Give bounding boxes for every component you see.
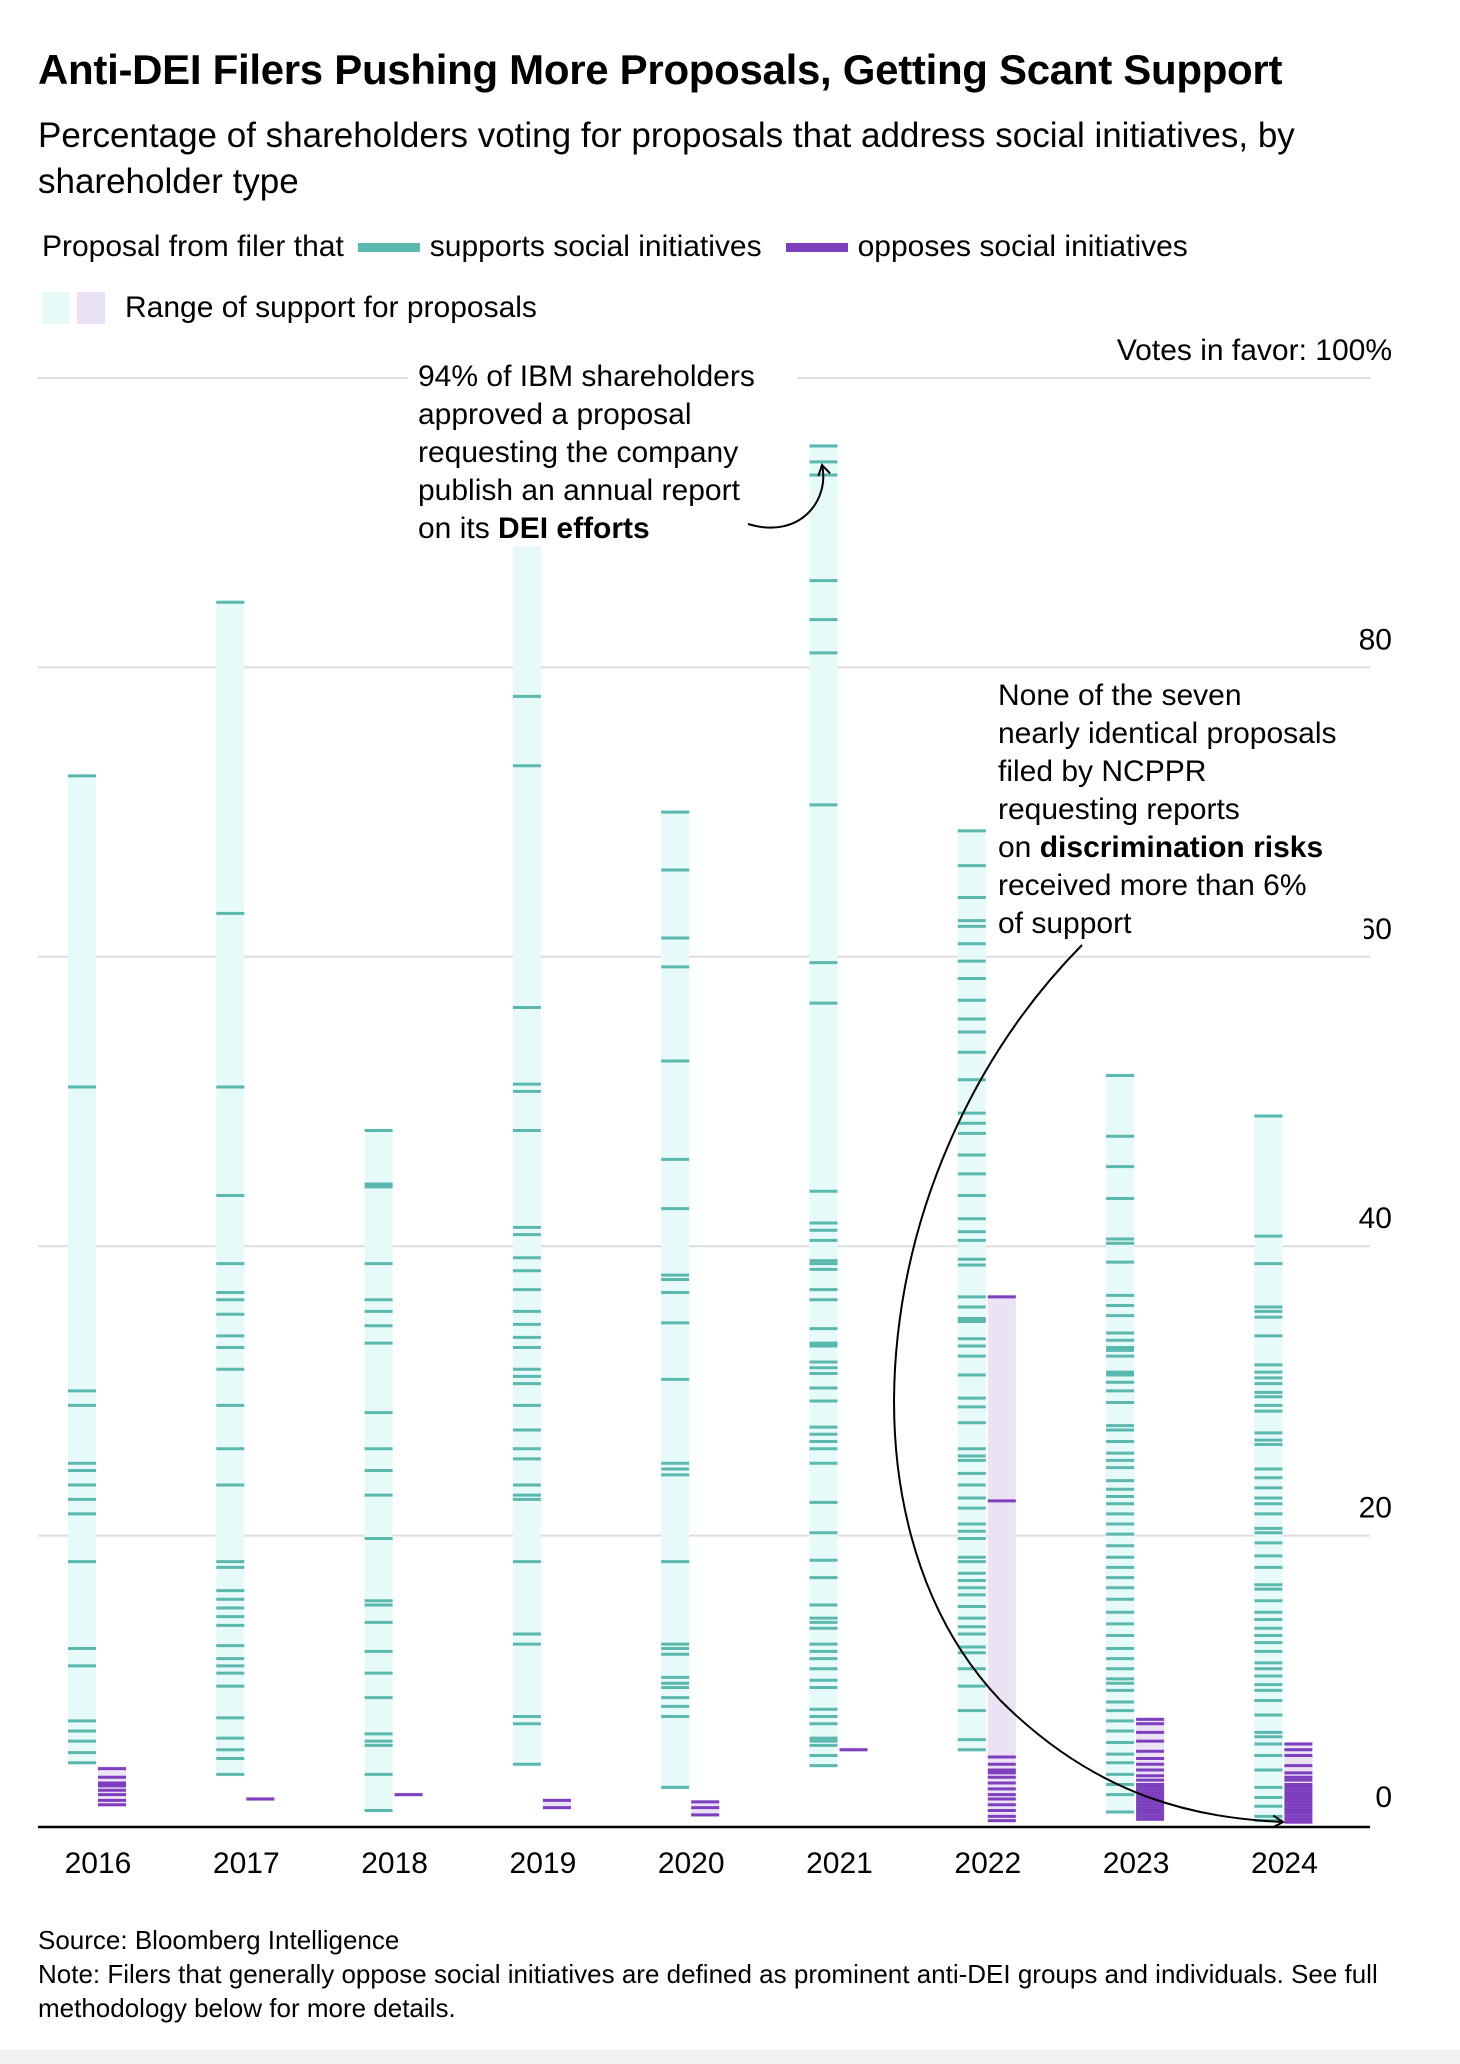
- source-note: Source: Bloomberg Intelligence: [38, 1925, 400, 1955]
- methodology-note: Note: Filers that generally oppose socia…: [38, 1959, 1378, 2023]
- legend-range-opposes-swatch: [77, 292, 105, 324]
- y-tick-label: 80: [1359, 623, 1392, 656]
- ibm-annotation-line: requesting the company: [418, 436, 738, 469]
- ibm-annotation-line: on its DEI efforts: [418, 512, 650, 545]
- chart-subtitle: Percentage of shareholders voting for pr…: [38, 116, 1295, 201]
- supports-range-band: [957, 828, 986, 1752]
- footer-band: [0, 2050, 1460, 2064]
- x-tick-label: 2017: [213, 1847, 280, 1880]
- opposes-range-band: [987, 1294, 1016, 1823]
- legend-supports-label: supports social initiatives: [429, 230, 762, 263]
- supports-range-band: [216, 600, 245, 1777]
- ncppr-annotation-line: None of the seven: [998, 679, 1242, 712]
- ncppr-annotation-arrow: [893, 944, 1285, 1829]
- legend-range-supports-swatch: [42, 292, 70, 324]
- ibm-annotation-arrow: [747, 463, 831, 529]
- ncppr-annotation-line: requesting reports: [998, 793, 1240, 826]
- ibm-annotation-background: [408, 354, 798, 546]
- ncppr-annotation-background: [988, 672, 1364, 940]
- x-tick-label: 2019: [510, 1847, 577, 1880]
- ncppr-annotation-line: of support: [998, 907, 1132, 940]
- chart-title: Anti-DEI Filers Pushing More Proposals, …: [38, 46, 1283, 93]
- legend-filer-type: Proposal from filer that supports social…: [42, 230, 1188, 264]
- y-tick-label: Votes in favor: 100%: [1117, 334, 1392, 367]
- ibm-annotation-prefix: on its: [418, 512, 498, 545]
- y-tick-label: 20: [1359, 1492, 1392, 1525]
- x-tick-label: 2023: [1103, 1847, 1170, 1880]
- ibm-annotation-bold: DEI efforts: [498, 512, 650, 545]
- legend-supports-swatch: [357, 242, 420, 252]
- legend-range-label: Range of support for proposals: [125, 291, 537, 324]
- supports-range-band: [809, 444, 838, 1768]
- x-tick-label: 2018: [361, 1847, 428, 1880]
- ncppr-annotation-line: received more than 6%: [998, 869, 1307, 902]
- y-tick-label: 40: [1359, 1202, 1392, 1235]
- opposes-range-band: [542, 1798, 571, 1810]
- supports-range-band: [68, 773, 96, 1765]
- ncppr-annotation-line: nearly identical proposals: [998, 717, 1337, 750]
- x-tick-label: 2020: [658, 1847, 725, 1880]
- legend-range: Range of support for proposals: [42, 291, 537, 325]
- ncppr-annotation-line: on discrimination risks: [998, 831, 1323, 864]
- y-tick-label: 60: [1359, 913, 1392, 946]
- ibm-annotation-line: approved a proposal: [418, 398, 692, 431]
- supports-range-band: [512, 538, 541, 1767]
- y-tick-label: 0: [1375, 1781, 1392, 1814]
- ncppr-annotation-bold: discrimination risks: [1040, 831, 1323, 864]
- legend-opposes-swatch: [785, 242, 848, 252]
- ibm-annotation-line: 94% of IBM shareholders: [418, 360, 755, 393]
- x-tick-label: 2024: [1251, 1847, 1318, 1880]
- ibm-annotation-line: publish an annual report: [418, 474, 741, 507]
- chart-plot: 0 20 40 60 80 Votes in favor: 100% 2016 2017 201…: [38, 334, 1392, 1880]
- supports-range-band: [661, 810, 690, 1790]
- ncppr-annotation-line: filed by NCPPR: [998, 755, 1206, 788]
- legend-opposes-label: opposes social initiatives: [857, 230, 1188, 263]
- legend-prefix: Proposal from filer that: [42, 230, 344, 263]
- ncppr-annotation-prefix: on: [998, 831, 1040, 864]
- x-tick-label: 2022: [954, 1847, 1021, 1880]
- x-tick-label: 2016: [65, 1847, 132, 1880]
- x-tick-label: 2021: [806, 1847, 873, 1880]
